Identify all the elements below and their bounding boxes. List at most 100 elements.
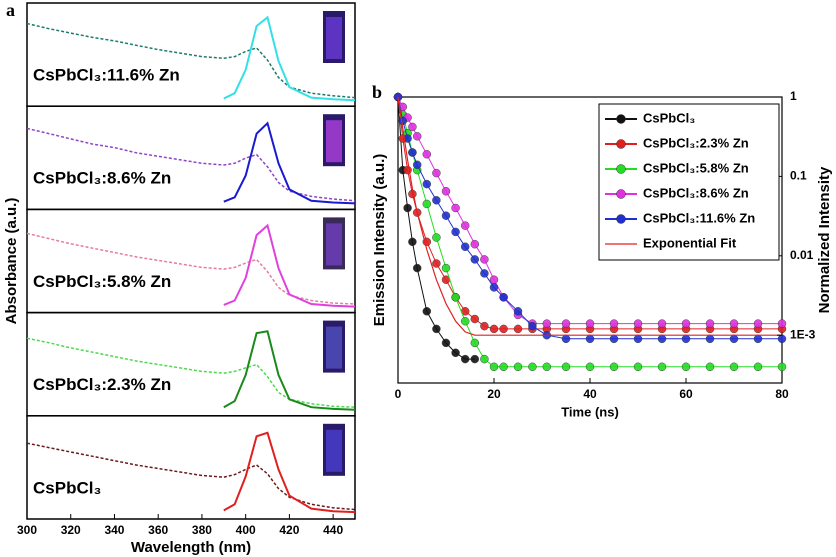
sample-label: CsPbCl₃:5.8% Zn (33, 272, 171, 291)
decay-point (412, 160, 422, 170)
legend-box (598, 103, 780, 261)
decay-point (729, 334, 739, 344)
decay-point (705, 362, 715, 372)
emission-curve (223, 330, 356, 411)
decay-point (451, 227, 460, 237)
legend-marker (616, 139, 626, 149)
decay-point (441, 211, 451, 220)
decay-point (633, 319, 643, 328)
sample-label: CsPbCl₃:11.6% Zn (33, 65, 180, 84)
vial-glow (326, 223, 342, 266)
x-tick-label: 0 (395, 387, 402, 401)
decay-point (681, 334, 691, 344)
decay-point (441, 187, 451, 196)
emission-curve (223, 121, 356, 205)
emission-curve (223, 15, 356, 102)
decay-point (657, 319, 667, 328)
decay-point (408, 148, 417, 157)
decay-point (480, 255, 489, 264)
decay-point (585, 319, 595, 328)
decay-point (528, 362, 537, 372)
legend-marker (616, 214, 626, 224)
decay-point (422, 150, 432, 159)
legend-marker (616, 164, 626, 174)
legend-marker (616, 189, 626, 199)
decay-point (499, 324, 508, 334)
decay-point (753, 362, 763, 372)
decay-point (422, 307, 432, 316)
absorbance-curve (26, 127, 356, 202)
x-tick-label: 320 (61, 523, 81, 537)
x-tick-label: 20 (487, 387, 501, 401)
decay-point (528, 321, 537, 331)
decay-point (470, 239, 480, 249)
decay-point (480, 321, 489, 331)
subpanel-frame (26, 208, 356, 314)
decay-point (432, 324, 441, 334)
decay-point (432, 196, 441, 205)
decay-point (753, 319, 763, 328)
subpanel-frame (26, 415, 356, 520)
legend-label: CsPbCl₃:2.3% Zn (643, 135, 749, 150)
sample-label: CsPbCl₃ (33, 478, 101, 497)
decay-point (408, 237, 417, 247)
decay-point (403, 134, 412, 143)
absorbance-curve (26, 442, 356, 511)
decay-point (705, 334, 715, 344)
decay-point (480, 269, 489, 278)
subpanel-frame (26, 311, 356, 417)
decay-point (513, 307, 523, 316)
decay-point (777, 319, 787, 328)
decay-point (777, 334, 787, 344)
decay-point (729, 362, 739, 372)
decay-point (422, 199, 432, 209)
decay-point (542, 362, 552, 372)
decay-point (470, 255, 480, 264)
decay-point (681, 319, 691, 328)
vial-glow (326, 120, 342, 163)
x-tick-label: 440 (323, 523, 343, 537)
decay-point (403, 203, 412, 213)
y-axis-title: Absorbance (a.u.) (3, 198, 20, 325)
decay-point (441, 263, 451, 273)
decay-point (489, 283, 499, 292)
legend-label: CsPbCl₃:5.8% Zn (643, 160, 749, 175)
decay-point (398, 116, 408, 126)
decay-point (729, 319, 739, 328)
legend-marker (616, 114, 626, 124)
decay-point (657, 334, 667, 344)
x-tick-label: 380 (192, 523, 212, 537)
decay-point (480, 354, 489, 364)
decay-point (460, 221, 470, 230)
legend-label: Exponential Fit (643, 235, 737, 250)
decay-point (609, 319, 619, 328)
decay-point (451, 348, 460, 358)
decay-point (513, 324, 523, 334)
decay-point (499, 362, 508, 372)
decay-point (585, 362, 595, 372)
decay-point (499, 293, 508, 302)
x-tick-label: 40 (583, 387, 597, 401)
decay-point (681, 362, 691, 372)
decay-point (412, 263, 422, 273)
decay-point (777, 362, 787, 372)
y-axis-title: Emission Intensity (a.u.) (371, 154, 388, 327)
fit-line (397, 96, 782, 336)
panel-label: b (372, 82, 382, 102)
x-tick-label: 340 (104, 523, 124, 537)
decay-point (451, 293, 460, 302)
decay-point (561, 362, 571, 372)
decay-point (609, 334, 619, 344)
decay-point (561, 319, 571, 328)
panel-label: a (6, 0, 15, 20)
decay-point (408, 122, 417, 132)
x-tick-label: 400 (236, 523, 256, 537)
decay-point (657, 362, 667, 372)
decay-point (422, 179, 432, 189)
vial-glow (326, 326, 342, 369)
decay-point (633, 362, 643, 372)
decay-point (542, 319, 552, 328)
y2-tick-label: 1 (790, 89, 797, 103)
decay-point (633, 334, 643, 344)
decay-point (432, 233, 441, 242)
